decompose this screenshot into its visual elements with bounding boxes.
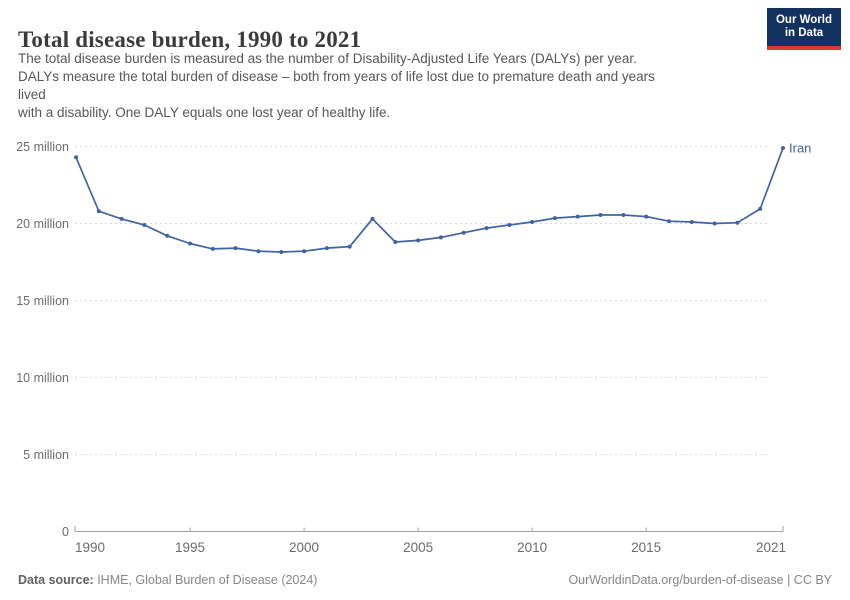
y-tick-label: 25 million [16,140,69,154]
owid-logo-text: in Data [784,27,824,39]
x-tick-label: 2010 [517,540,547,555]
data-point[interactable] [233,246,238,251]
data-point[interactable] [575,214,580,219]
data-point[interactable] [165,233,170,238]
subtitle-line: DALYs measure the total burden of diseas… [18,69,655,84]
data-source-label: Data source: [18,573,94,587]
x-tick-label: 2021 [756,540,786,555]
chart-footer: Data source: IHME, Global Burden of Dise… [18,573,832,587]
x-tick-label: 2005 [403,540,433,555]
data-point[interactable] [74,155,78,160]
data-point[interactable] [279,250,284,254]
data-point[interactable] [507,223,512,227]
data-point[interactable] [689,220,694,224]
y-tick-label: 0 [62,525,69,539]
y-tick-label: 10 million [16,371,69,385]
entity-label[interactable]: Iran [789,141,811,156]
chart-title: Total disease burden, 1990 to 2021 [18,27,362,53]
data-point[interactable] [621,213,626,217]
data-point[interactable] [735,220,740,225]
data-point[interactable] [598,213,603,217]
data-point[interactable] [142,223,147,227]
owid-logo[interactable]: Our World in Data [767,8,841,50]
data-point[interactable] [438,235,443,240]
data-point[interactable] [461,230,466,235]
data-point[interactable] [96,209,101,214]
data-point[interactable] [484,226,489,231]
data-point[interactable] [530,220,535,224]
data-point[interactable] [210,246,215,251]
owid-logo-text: Our World [775,14,832,26]
data-point[interactable] [781,146,785,150]
attribution-link[interactable]: OurWorldinData.org/burden-of-disease | C… [568,573,832,587]
x-tick-label: 1995 [175,540,205,555]
x-tick-label: 1990 [75,540,105,555]
data-point[interactable] [324,246,329,251]
data-point[interactable] [712,221,717,226]
subtitle-line: The total disease burden is measured as … [18,51,637,66]
y-tick-label: 15 million [16,294,69,308]
subtitle-line: with a disability. One DALY equals one l… [18,105,391,120]
chart-subtitle: The total disease burden is measured as … [18,50,748,122]
data-source: Data source: IHME, Global Burden of Dise… [18,573,317,587]
data-point[interactable] [667,219,671,224]
data-point[interactable] [347,244,352,249]
data-point[interactable] [758,206,763,211]
data-point[interactable] [188,241,192,246]
data-source-text: IHME, Global Burden of Disease (2024) [93,573,318,587]
x-tick-label: 2015 [631,540,661,555]
data-point[interactable] [416,238,421,243]
y-tick-label: 20 million [16,217,69,231]
data-point[interactable] [119,216,124,221]
data-point[interactable] [370,216,375,221]
subtitle-line: lived [18,87,46,102]
data-point[interactable] [644,214,649,219]
data-point[interactable] [393,240,398,244]
data-point[interactable] [256,249,261,254]
trend-line[interactable] [75,147,784,253]
data-point[interactable] [302,249,307,254]
data-point[interactable] [552,216,557,221]
x-tick-label: 2000 [289,540,319,555]
y-tick-label: 5 million [23,448,69,462]
